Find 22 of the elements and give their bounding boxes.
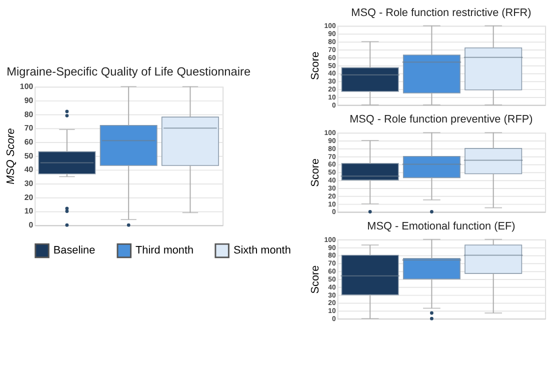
- chart-title: MSQ - Emotional function (EF): [367, 220, 516, 233]
- legend-label: Third month: [136, 244, 194, 257]
- legend-label: Baseline: [53, 244, 96, 257]
- chart-title: MSQ - Role function restrictive (RFR): [351, 6, 532, 19]
- y-tick-label: 70: [24, 124, 34, 133]
- y-axis-title: Score: [309, 52, 322, 80]
- y-axis-title: Score: [309, 158, 322, 187]
- y-tick-label: 90: [24, 96, 34, 105]
- y-tick-label: 80: [24, 110, 34, 119]
- y-tick-label: 0: [28, 220, 34, 230]
- chart-title: Migraine-Specific Quality of Life Questionnaire: [6, 64, 251, 79]
- y-tick-label: 50: [24, 151, 34, 160]
- y-tick-label: 10: [24, 206, 34, 216]
- chart-title: MSQ - Role function preventive (RFP): [350, 114, 533, 126]
- y-axis-title: Score: [309, 265, 322, 294]
- y-tick-label: 100: [20, 82, 34, 92]
- y-tick-label: 30: [24, 179, 34, 188]
- y-tick-label: 20: [24, 192, 34, 202]
- y-tick-label: 60: [24, 137, 34, 146]
- y-tick-label: 40: [24, 165, 34, 174]
- y-axis-title: MSQ Score: [5, 128, 17, 184]
- legend-label: Sixth month: [233, 244, 291, 257]
